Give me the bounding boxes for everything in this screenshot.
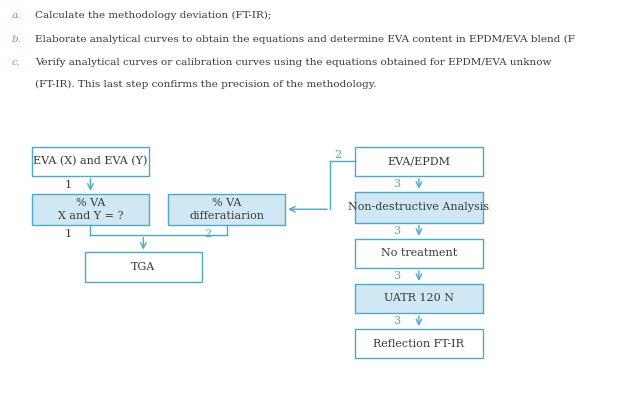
Text: 2: 2 bbox=[335, 150, 342, 160]
Text: Elaborate analytical curves to obtain the equations and determine EVA content in: Elaborate analytical curves to obtain th… bbox=[35, 35, 575, 44]
FancyBboxPatch shape bbox=[355, 329, 483, 358]
FancyBboxPatch shape bbox=[355, 284, 483, 313]
FancyBboxPatch shape bbox=[355, 192, 483, 223]
Text: Reflection FT-IR: Reflection FT-IR bbox=[373, 339, 464, 349]
Text: % VA
X and Y = ?: % VA X and Y = ? bbox=[58, 198, 123, 221]
Text: UATR 120 N: UATR 120 N bbox=[384, 293, 454, 303]
Text: EVA/EPDM: EVA/EPDM bbox=[387, 156, 450, 166]
Text: c.: c. bbox=[11, 58, 20, 67]
FancyBboxPatch shape bbox=[32, 194, 149, 225]
Text: Non-destructive Analysis: Non-destructive Analysis bbox=[349, 202, 490, 212]
Text: Calculate the methodology deviation (FT-IR);: Calculate the methodology deviation (FT-… bbox=[35, 11, 271, 20]
Text: 3: 3 bbox=[393, 179, 400, 189]
Text: 1: 1 bbox=[65, 180, 72, 190]
FancyBboxPatch shape bbox=[32, 147, 149, 176]
Text: a.: a. bbox=[11, 11, 21, 20]
FancyBboxPatch shape bbox=[169, 194, 286, 225]
FancyBboxPatch shape bbox=[355, 147, 483, 176]
Text: EVA (X) and EVA (Y): EVA (X) and EVA (Y) bbox=[33, 156, 148, 166]
Text: 3: 3 bbox=[393, 226, 400, 236]
Text: 1: 1 bbox=[65, 229, 72, 239]
FancyBboxPatch shape bbox=[355, 239, 483, 268]
Text: % VA
differatiarion: % VA differatiarion bbox=[190, 198, 265, 221]
Text: Verify analytical curves or calibration curves using the equations obtained for : Verify analytical curves or calibration … bbox=[35, 58, 551, 67]
Text: 3: 3 bbox=[393, 271, 400, 281]
Text: (FT-IR). This last step confirms the precision of the methodology.: (FT-IR). This last step confirms the pre… bbox=[35, 80, 377, 89]
Text: 2: 2 bbox=[204, 229, 211, 239]
FancyBboxPatch shape bbox=[85, 252, 202, 282]
Text: b.: b. bbox=[11, 35, 21, 44]
Text: No treatment: No treatment bbox=[381, 248, 457, 258]
Text: 3: 3 bbox=[393, 316, 400, 326]
Text: TGA: TGA bbox=[131, 262, 155, 272]
